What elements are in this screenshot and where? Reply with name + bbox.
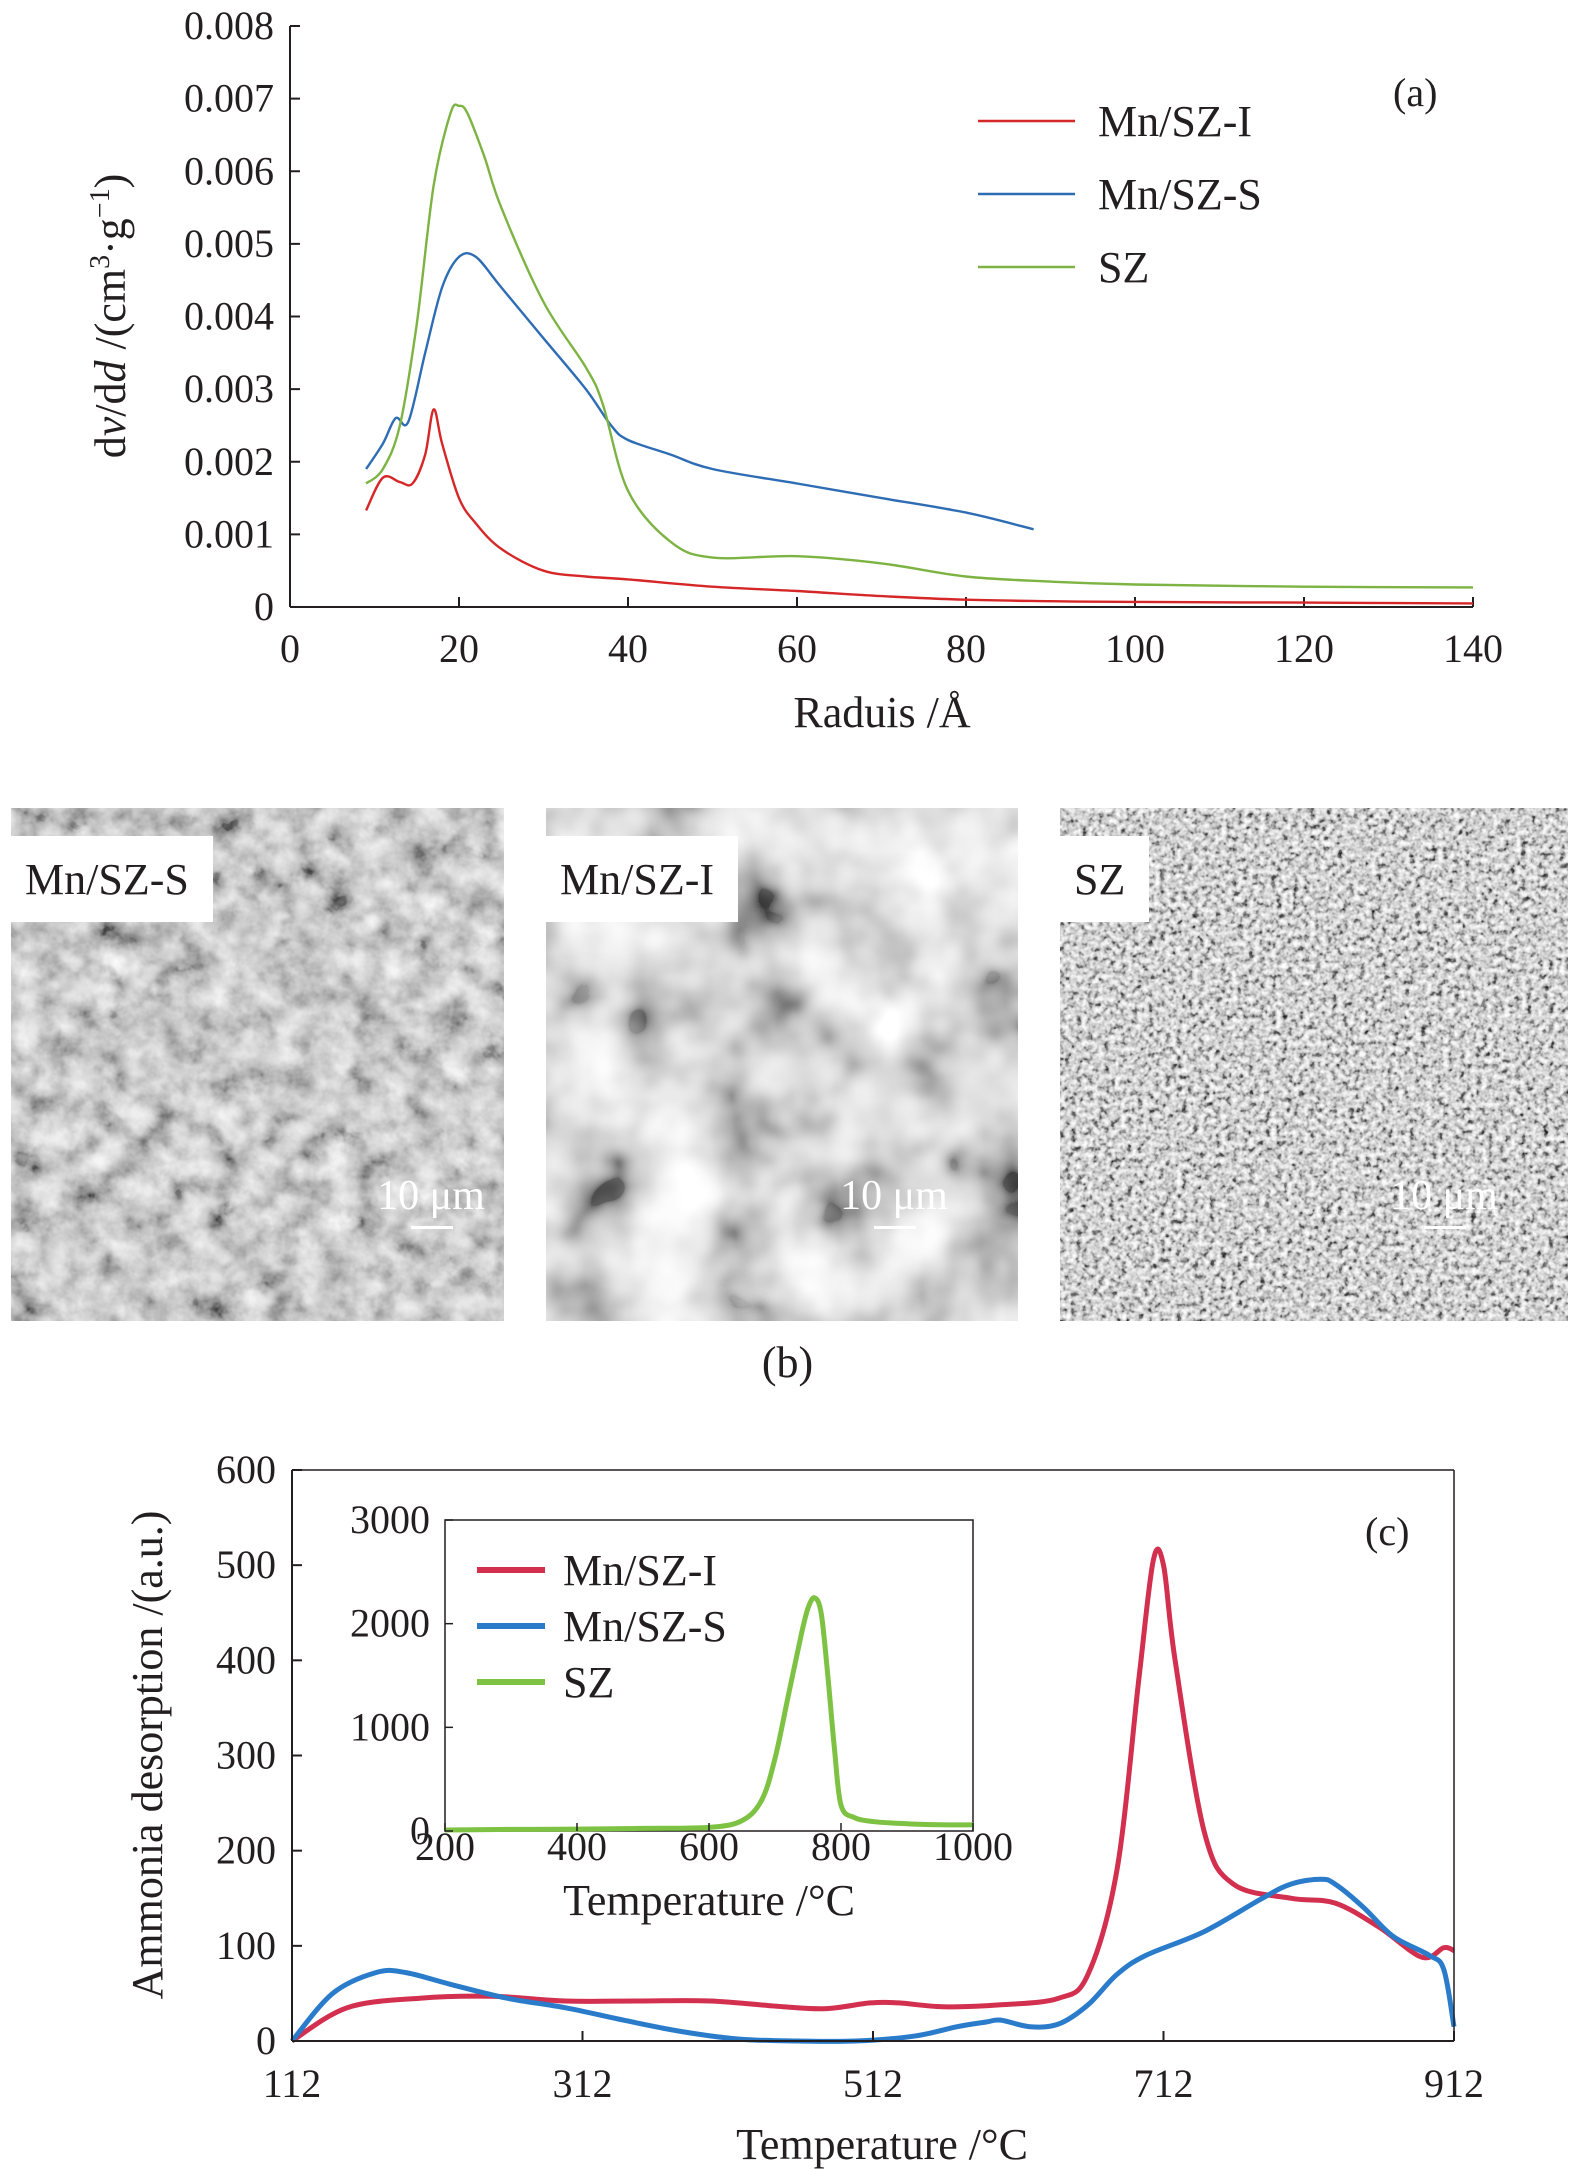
inset-y-tick-label: 3000 (350, 1497, 430, 1542)
a-y-tick-label: 0.006 (184, 148, 274, 193)
a-x-tick-label: 100 (1105, 626, 1165, 671)
a-y-tick-label: 0 (254, 584, 274, 629)
a-x-tick-label: 120 (1274, 626, 1334, 671)
c-y-tick-label: 500 (216, 1542, 276, 1587)
c-y-axis-label: Ammonia desorption /(a.u.) (123, 1511, 172, 2000)
sem-label: Mn/SZ-S (11, 836, 213, 922)
c-y-tick-label: 0 (256, 2018, 276, 2063)
a-series-line (365, 408, 1474, 605)
a-y-axis-label-part: ) (86, 174, 135, 189)
c-x-tick-label: 912 (1424, 2061, 1484, 2106)
chart-c: 0 100 200 300 400 500 600 112 312 512 712 912 (c) T… (123, 1447, 1484, 2169)
inset-y-tick-label: 0 (410, 1808, 430, 1853)
sem-image-sz: SZ 10 μm (1060, 808, 1568, 1321)
c-x-tick-label: 112 (263, 2061, 322, 2106)
a-x-tick-label: 20 (439, 626, 479, 671)
scale-bar (411, 1226, 453, 1229)
scale-bar-label: 10 μm (377, 1173, 485, 1219)
a-series-line (365, 251, 1034, 531)
c-y-tick-label: 100 (216, 1923, 276, 1968)
inset-x-axis-label: Temperature /°C (563, 1876, 855, 1925)
c-legend-label: SZ (563, 1658, 614, 1707)
scale-bar (1424, 1226, 1466, 1229)
c-y-tick-label: 300 (216, 1733, 276, 1778)
inset-x-tick-label: 1000 (933, 1824, 1013, 1869)
inset-x-tick-label: 800 (811, 1824, 871, 1869)
inset-y-tick-label: 1000 (350, 1704, 430, 1749)
sem-label: Mn/SZ-I (546, 836, 738, 922)
a-x-axis-label: Raduis /Å (793, 688, 970, 737)
inset-chart: 0 1000 2000 3000 200 400 600 800 1000 Temperatur… (350, 1497, 1013, 1925)
inset-series-line (444, 1595, 974, 1833)
a-panel-label: (a) (1393, 70, 1437, 115)
c-panel-label: (c) (1365, 1509, 1409, 1554)
a-x-tick-label: 0 (280, 626, 300, 671)
a-y-tick-label: 0.005 (184, 221, 274, 266)
c-series-line (290, 1876, 1457, 2044)
a-x-tick-label: 140 (1443, 626, 1503, 671)
a-y-tick-label: 0.007 (184, 76, 274, 121)
c-legend: Mn/SZ-I Mn/SZ-S SZ (477, 1546, 727, 1707)
a-x-tick-label: 80 (946, 626, 986, 671)
a-y-axis-label-part: v (86, 416, 135, 436)
c-legend-label: Mn/SZ-S (563, 1602, 727, 1651)
c-x-tick-label: 512 (843, 2061, 903, 2106)
inset-x-tick-label: 400 (547, 1824, 607, 1869)
chart-a: 0 0.001 0.002 0.003 0.004 0.005 0.006 0.007 0.00… (85, 3, 1503, 737)
a-y-axis-label-part: /(cm (86, 269, 135, 361)
inset-y-tick-label: 2000 (350, 1601, 430, 1646)
a-legend-label: Mn/SZ-I (1098, 97, 1252, 146)
c-legend-label: Mn/SZ-I (563, 1546, 717, 1595)
c-y-tick-label: 600 (216, 1447, 276, 1492)
c-y-tick-label: 400 (216, 1637, 276, 1682)
c-series-line (290, 1546, 1456, 2044)
a-y-axis-label-part: −1 (85, 188, 116, 218)
sem-image-mn-sz-s: Mn/SZ-S 10 μm (11, 808, 504, 1321)
a-y-axis-label-part: d (86, 436, 135, 458)
a-y-axis-label: dv/dd /(cm3·g−1) (85, 174, 135, 459)
inset-x-tick-label: 600 (679, 1824, 739, 1869)
a-series-line (365, 103, 1474, 589)
a-y-tick-label: 0.004 (184, 294, 274, 339)
sem-label: SZ (1060, 836, 1150, 922)
a-legend: Mn/SZ-I Mn/SZ-S SZ (978, 97, 1262, 292)
sem-image-mn-sz-i: Mn/SZ-I 10 μm (546, 808, 1018, 1321)
a-y-tick-label: 0.002 (184, 439, 274, 484)
scale-bar-label: 10 μm (840, 1173, 948, 1219)
a-x-tick-label: 60 (777, 626, 817, 671)
a-y-tick-label: 0.001 (184, 511, 274, 556)
b-panel-label: (b) (761, 1338, 814, 1387)
c-y-tick-label: 200 (216, 1828, 276, 1873)
a-y-axis-label-part: /d (86, 382, 135, 416)
a-y-axis-label-part: d (86, 359, 135, 382)
c-x-axis-label: Temperature /°C (736, 2120, 1028, 2169)
a-x-tick-label: 40 (608, 626, 648, 671)
a-y-axis-label-part: ·g (86, 218, 135, 255)
a-y-tick-label: 0.008 (184, 3, 274, 48)
a-legend-label: Mn/SZ-S (1098, 170, 1262, 219)
c-x-tick-label: 712 (1134, 2061, 1194, 2106)
c-x-tick-label: 312 (553, 2061, 613, 2106)
inset-x-tick-label: 200 (415, 1824, 475, 1869)
scale-bar-label: 10 μm (1390, 1173, 1498, 1219)
a-legend-label: SZ (1098, 243, 1149, 292)
scale-bar (874, 1226, 916, 1229)
a-y-axis-label-part: 3 (85, 255, 116, 269)
a-y-tick-label: 0.003 (184, 366, 274, 411)
